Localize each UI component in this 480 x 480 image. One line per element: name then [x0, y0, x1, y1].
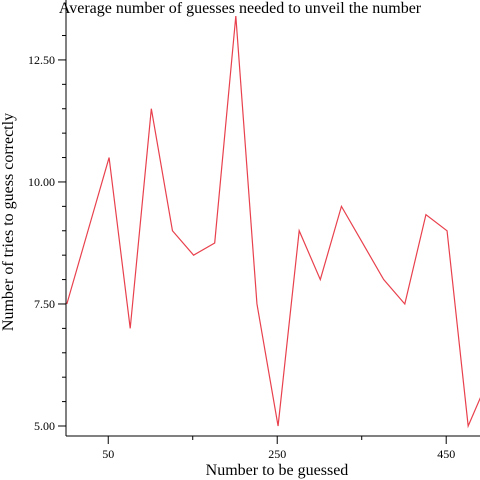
chart-title: Average number of guesses needed to unve… — [59, 0, 422, 17]
x-tick-label: 250 — [268, 447, 286, 461]
y-tick-label: 5.00 — [34, 419, 55, 433]
x-axis-label: Number to be guessed — [206, 462, 349, 479]
x-tick-label: 450 — [437, 447, 455, 461]
series-line — [66, 15, 480, 429]
series-group — [66, 15, 480, 429]
axes: 5.00 7.50 10.00 12.50 50 250 450 — [28, 0, 480, 461]
y-tick-label: 12.50 — [28, 53, 55, 67]
y-tick-label: 10.00 — [28, 175, 55, 189]
y-tick-label: 7.50 — [34, 297, 55, 311]
x-tick-label: 50 — [102, 447, 114, 461]
y-axis-label: Number of tries to guess correctly — [0, 113, 17, 331]
